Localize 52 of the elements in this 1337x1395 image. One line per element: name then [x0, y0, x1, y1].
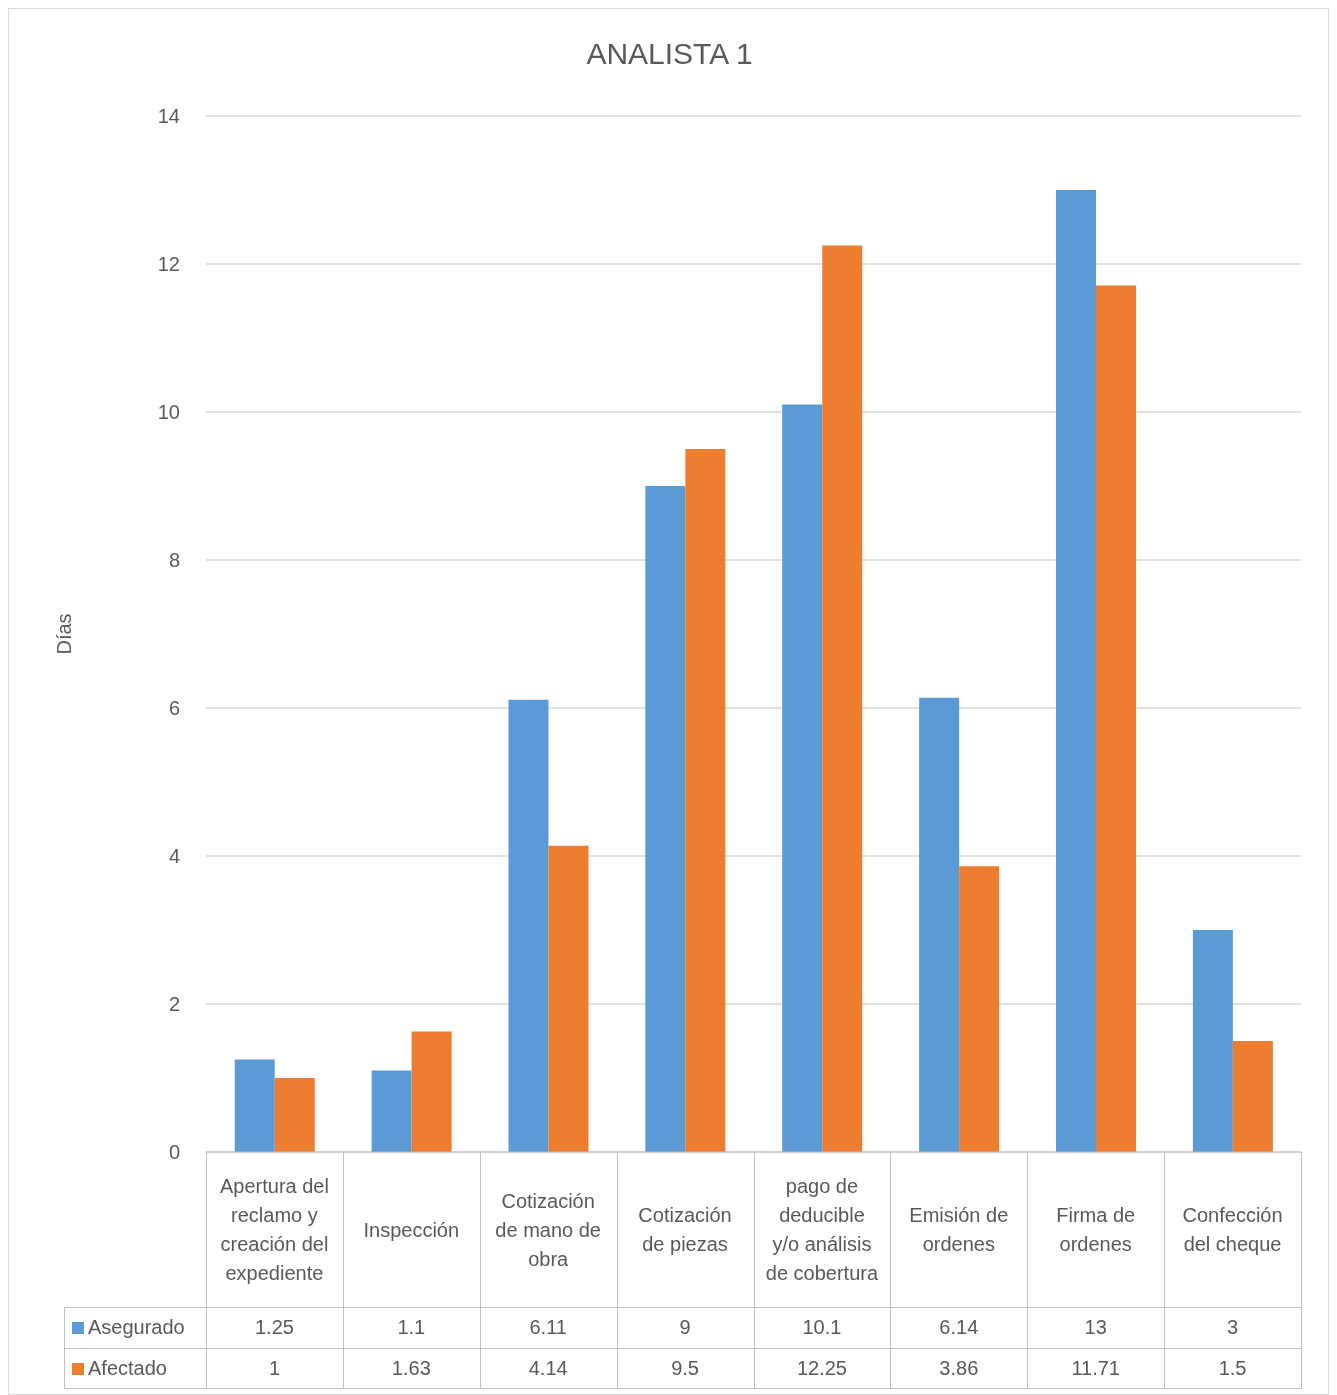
data-label: 4.14: [527, 1356, 569, 1381]
bar: [234, 1059, 275, 1152]
bar: [919, 697, 960, 1152]
bar: [645, 486, 686, 1152]
legend-label: Asegurado: [88, 1316, 185, 1339]
bar: [548, 845, 589, 1152]
data-label: 9: [678, 1315, 692, 1340]
bar: [371, 1070, 412, 1152]
data-label: 9.5: [670, 1356, 700, 1381]
y-axis-title: Días: [52, 613, 76, 655]
y-tick-label: 10: [157, 401, 180, 424]
x-tick-label: Cotización de mano de obra: [495, 1189, 602, 1270]
data-label: 13: [1083, 1315, 1108, 1340]
data-label: 1: [267, 1356, 281, 1381]
y-tick-label: 0: [168, 1141, 180, 1164]
data-label: 1.1: [396, 1315, 427, 1340]
bar: [685, 449, 726, 1152]
data-label: 1.63: [390, 1356, 432, 1381]
bar: [1055, 190, 1096, 1152]
data-label: 1.5: [1217, 1356, 1248, 1381]
bar: [1232, 1041, 1273, 1152]
data-label: 3.86: [938, 1356, 980, 1381]
y-tick-label: 6: [168, 697, 180, 720]
x-tick-label: Apertura del reclamo y creación del expediente: [219, 1175, 329, 1284]
data-label: 6.11: [528, 1315, 568, 1340]
data-label: 10.1: [801, 1315, 843, 1340]
x-tick-label: Inspección: [363, 1218, 460, 1241]
data-label: 6.14: [938, 1315, 980, 1340]
x-tick-label: Cotización de piezas: [638, 1204, 732, 1255]
data-label: 3: [1226, 1315, 1240, 1340]
bar: [1095, 285, 1136, 1152]
data-label: 1.25: [253, 1315, 295, 1340]
y-tick-label: 2: [168, 993, 180, 1016]
bar: [782, 404, 823, 1152]
bar: [508, 699, 549, 1152]
data-label: 11.71: [1070, 1356, 1121, 1381]
x-tick-label: Emisión de ordenes: [909, 1204, 1009, 1255]
y-tick-label: 14: [157, 105, 180, 128]
y-tick-label: 12: [157, 253, 180, 276]
bar: [959, 866, 1000, 1152]
bar: [1192, 930, 1233, 1152]
bar: [274, 1078, 315, 1152]
x-tick-label: Firma de ordenes: [1056, 1204, 1136, 1255]
legend-label: Afectado: [88, 1357, 167, 1380]
y-tick-label: 8: [168, 549, 180, 572]
chart-title: ANALISTA 1: [585, 37, 754, 71]
data-label: 12.25: [795, 1356, 848, 1381]
y-tick-label: 4: [168, 845, 180, 868]
bar: [411, 1031, 452, 1152]
x-tick-label: pago de deducible y/o análisis de cobertura: [765, 1175, 879, 1284]
bar: [822, 245, 863, 1152]
x-tick-label: Confección del cheque: [1182, 1204, 1283, 1255]
